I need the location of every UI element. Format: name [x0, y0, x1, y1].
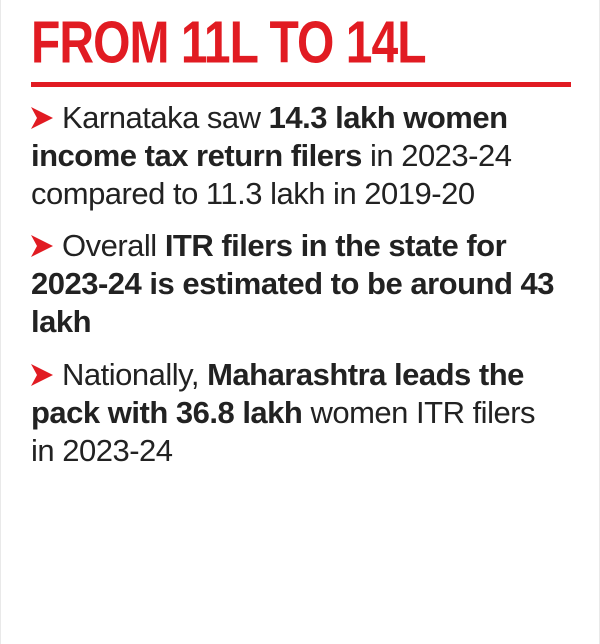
bullet-item: Karnataka saw 14.3 lakh women income tax…: [31, 99, 556, 212]
bullet-text-segment: Overall: [62, 228, 165, 264]
bullet-text-segment: Karnataka saw: [62, 100, 269, 135]
bullet-item: Nationally, Maharashtra leads the pack w…: [31, 356, 556, 469]
bullet-text-segment: in 2023-24 compared to 11.3 lakh in 2019…: [31, 137, 512, 211]
bullet-arrow-icon: [31, 107, 53, 129]
headline: FROM 11L TO 14L: [31, 9, 427, 76]
bullet-text-segment: Maharashtra leads the pack with 36.8 lak…: [31, 356, 524, 430]
bullet-arrow-icon: [31, 363, 53, 386]
headline-underline: [31, 82, 571, 87]
bullet-item: Overall ITR filers in the state for 2023…: [31, 227, 556, 340]
bullet-text-segment: Nationally,: [62, 356, 208, 392]
bullet-text-segment: ITR filers in the state for 2023-24 is e…: [31, 228, 555, 340]
bullet-arrow-icon: [31, 235, 53, 258]
bullet-list: Karnataka saw 14.3 lakh women income tax…: [31, 99, 556, 469]
bullet-text-segment: women ITR filers in 2023-24: [31, 394, 536, 468]
bullet-text-segment: 14.3 lakh women income tax return filers: [31, 100, 508, 173]
